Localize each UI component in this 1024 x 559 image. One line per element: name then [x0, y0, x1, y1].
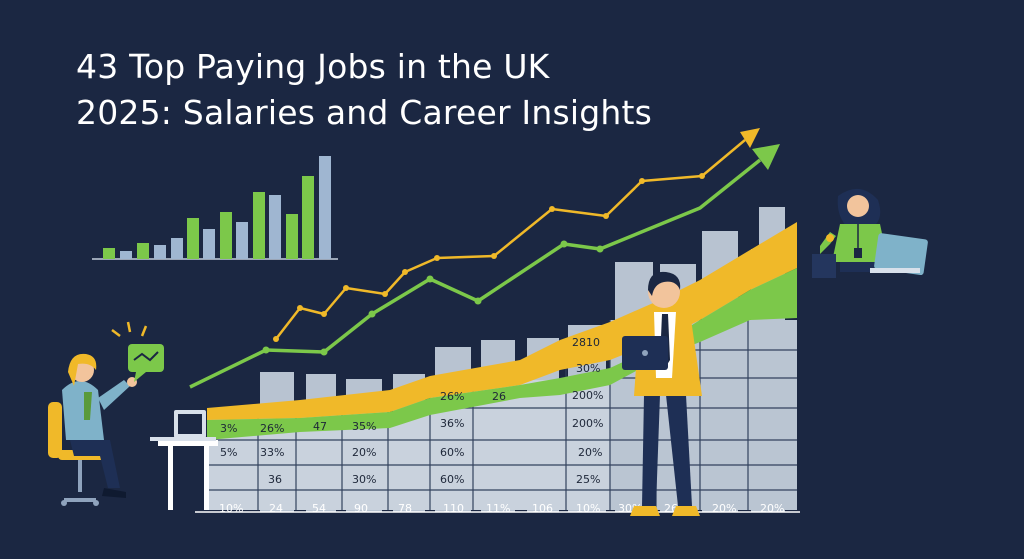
axis-label: 20%	[760, 502, 784, 515]
table-cell: 26%	[440, 390, 464, 403]
page-title: 43 Top Paying Jobs in the UK 2025: Salar…	[76, 44, 796, 136]
axis-label: 10%	[219, 502, 243, 515]
table-cell: 200%	[572, 389, 603, 402]
table-cell: 20%	[578, 446, 602, 459]
title-line-2: 2025: Salaries and Career Insights	[76, 93, 653, 132]
table-cell: 36%	[440, 417, 464, 430]
green-trend-line	[189, 158, 762, 389]
table-cell: 60%	[440, 473, 464, 486]
table-text: 3% 5% 26% 33% 36 47 35% 20% 30% 26% 36% …	[220, 336, 603, 486]
table-cell: 30%	[576, 362, 600, 375]
chat-bubble-icon	[111, 321, 164, 382]
table-cell: 30%	[352, 473, 376, 486]
table-cell: 26	[492, 390, 506, 403]
axis-label: 90	[354, 502, 368, 515]
axis-labels: 10% 24 54 90 78 110 11% 106 10% 30% 26 2…	[219, 502, 784, 515]
table-cell: 47	[313, 420, 327, 433]
green-area-band	[207, 268, 797, 440]
table-cell: 36	[268, 473, 282, 486]
title-line-1: 43 Top Paying Jobs in the UK	[76, 47, 550, 86]
sitting-person-icon	[48, 353, 137, 506]
table-cell: 33%	[260, 446, 284, 459]
table-cell: 25%	[576, 473, 600, 486]
standing-man-icon	[622, 271, 702, 516]
axis-label: 24	[269, 502, 283, 515]
table-cell: 5%	[220, 446, 237, 459]
green-trend-arrow-icon	[752, 144, 780, 170]
table-cell: 200%	[572, 417, 603, 430]
axis-label: 20%	[712, 502, 736, 515]
mini-bar-chart	[92, 156, 338, 260]
table-cell: 26%	[260, 422, 284, 435]
axis-label: 110	[443, 502, 464, 515]
axis-label: 78	[398, 502, 412, 515]
yellow-trend-arrow-icon	[740, 128, 760, 148]
axis-label: 106	[532, 502, 553, 515]
axis-label: 54	[312, 502, 326, 515]
table-cell: 20%	[352, 446, 376, 459]
table-cell: 35%	[352, 420, 376, 433]
axis-label: 11%	[486, 502, 510, 515]
desk-laptop-icon	[150, 410, 218, 510]
table-cell: 2810	[572, 336, 600, 349]
table-cell: 60%	[440, 446, 464, 459]
working-woman-icon	[812, 188, 928, 278]
table-cell: 3%	[220, 422, 237, 435]
axis-label: 10%	[576, 502, 600, 515]
